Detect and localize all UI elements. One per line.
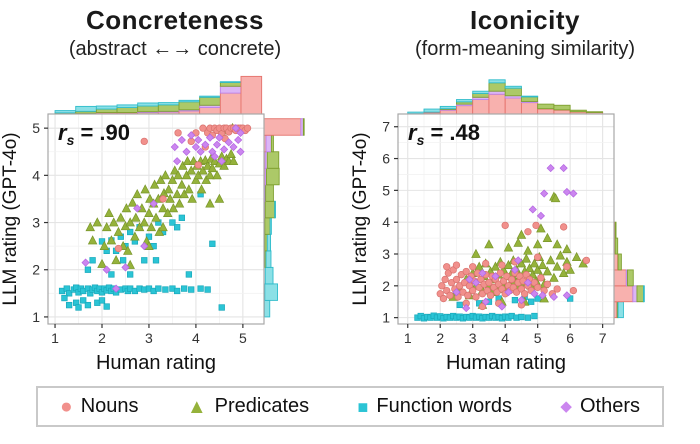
svg-text:Human rating: Human rating <box>446 352 566 374</box>
function-words-square-icon: ■ <box>357 396 369 417</box>
legend-label-nouns: Nouns <box>80 395 139 417</box>
concreteness-scatter-plot: 1 2 3 4 5 1 2 3 4 5 Human rating LLM rating (GPT-4o… <box>2 75 305 374</box>
legend-item-nouns: ● Nouns <box>60 395 139 418</box>
svg-text:4: 4 <box>382 214 390 230</box>
svg-text:5: 5 <box>382 182 390 198</box>
panels-row: Concreteness (abstract ←→ concrete) 1 2 3 4… <box>0 0 700 382</box>
svg-text:rs = .90: rs = .90 <box>58 120 130 148</box>
svg-text:4: 4 <box>501 330 509 346</box>
panel-title-concreteness: Concreteness <box>86 5 264 35</box>
svg-text:5: 5 <box>32 120 40 136</box>
panel-iconicity: Iconicity (form-meaning similarity) 1 2 3 4… <box>350 0 700 382</box>
nouns-circle-icon: ● <box>60 394 73 418</box>
svg-text:LLM rating (GPT-4o): LLM rating (GPT-4o) <box>2 132 21 305</box>
svg-text:7: 7 <box>599 330 607 346</box>
legend-item-predicates: ▲ Predicates <box>187 395 309 418</box>
svg-text:7: 7 <box>382 119 390 135</box>
svg-text:3: 3 <box>382 246 390 262</box>
predicates-triangle-icon: ▲ <box>186 395 207 418</box>
svg-text:2: 2 <box>98 330 106 346</box>
svg-text:1: 1 <box>32 309 40 325</box>
svg-text:5: 5 <box>534 330 542 346</box>
svg-text:3: 3 <box>469 330 477 346</box>
panel-concreteness: Concreteness (abstract ←→ concrete) 1 2 3 4… <box>0 0 350 382</box>
iconicity-scatter-plot: 1 2 3 4 5 6 7 1 2 3 4 5 6 7 Human rating LLM rating (GP… <box>352 79 645 374</box>
legend-item-others: ◆ Others <box>560 395 640 418</box>
svg-text:6: 6 <box>566 330 574 346</box>
legend-label-predicates: Predicates <box>214 395 310 417</box>
legend: ● Nouns ▲ Predicates ■ Function words ◆ … <box>36 386 664 427</box>
svg-text:3: 3 <box>32 215 40 231</box>
panel-subtitle-concreteness: (abstract ←→ concrete) <box>68 38 282 60</box>
legend-label-function-words: Function words <box>376 395 513 417</box>
svg-text:6: 6 <box>382 151 390 167</box>
svg-text:Human rating: Human rating <box>96 352 216 374</box>
svg-text:1: 1 <box>382 310 390 326</box>
svg-text:5: 5 <box>239 330 247 346</box>
svg-text:1: 1 <box>51 330 59 346</box>
svg-text:2: 2 <box>436 330 444 346</box>
svg-text:2: 2 <box>32 262 40 278</box>
legend-item-function-words: ■ Function words <box>358 395 513 418</box>
svg-text:1: 1 <box>404 330 412 346</box>
panel-subtitle-iconicity: (form-meaning similarity) <box>414 38 636 60</box>
svg-text:4: 4 <box>32 167 40 183</box>
svg-text:2: 2 <box>382 278 390 294</box>
panel-title-iconicity: Iconicity <box>470 5 580 35</box>
svg-text:LLM rating (GPT-4o): LLM rating (GPT-4o) <box>352 132 371 305</box>
svg-text:rs = .48: rs = .48 <box>408 120 480 148</box>
legend-label-others: Others <box>579 395 640 417</box>
others-diamond-icon: ◆ <box>560 397 572 415</box>
svg-text:4: 4 <box>192 330 200 346</box>
svg-text:3: 3 <box>145 330 153 346</box>
